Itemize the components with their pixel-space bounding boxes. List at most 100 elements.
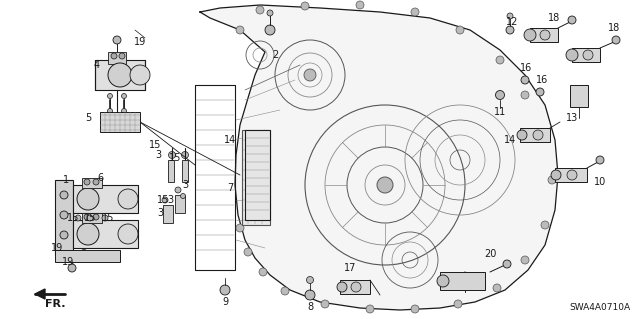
Bar: [340, 280, 370, 294]
Circle shape: [74, 236, 81, 243]
Circle shape: [108, 108, 113, 114]
Text: 15: 15: [157, 195, 169, 205]
Text: 2: 2: [272, 50, 278, 60]
Circle shape: [567, 170, 577, 180]
Circle shape: [541, 221, 549, 229]
Circle shape: [60, 211, 68, 219]
Circle shape: [60, 191, 68, 199]
Text: 8: 8: [307, 302, 313, 312]
Bar: [530, 28, 558, 42]
Text: SWA4A0710A: SWA4A0710A: [570, 303, 630, 313]
Circle shape: [521, 256, 529, 264]
Circle shape: [118, 189, 138, 209]
Circle shape: [93, 214, 99, 220]
Bar: [108, 52, 126, 64]
Bar: [95, 60, 145, 90]
Circle shape: [77, 188, 99, 210]
Circle shape: [566, 49, 578, 61]
Circle shape: [68, 264, 76, 272]
Circle shape: [119, 53, 125, 59]
Circle shape: [304, 69, 316, 81]
Circle shape: [506, 26, 514, 34]
Circle shape: [307, 277, 314, 284]
Text: 12: 12: [506, 17, 518, 27]
Circle shape: [236, 224, 244, 232]
Text: 18: 18: [548, 13, 560, 23]
Circle shape: [87, 215, 93, 221]
Bar: [182, 160, 188, 182]
Text: 19: 19: [134, 37, 146, 47]
Circle shape: [108, 63, 132, 87]
Bar: [555, 168, 587, 182]
Circle shape: [175, 187, 181, 193]
Circle shape: [411, 8, 419, 16]
Circle shape: [305, 290, 315, 300]
Circle shape: [220, 285, 230, 295]
Bar: [100, 112, 140, 132]
Circle shape: [93, 179, 99, 185]
Text: 13: 13: [566, 113, 578, 123]
Circle shape: [541, 131, 549, 139]
Circle shape: [84, 179, 90, 185]
Circle shape: [113, 36, 121, 44]
Circle shape: [61, 251, 69, 259]
Circle shape: [524, 29, 536, 41]
Text: 16: 16: [536, 75, 548, 85]
Text: 4: 4: [94, 60, 100, 70]
Circle shape: [130, 65, 150, 85]
Circle shape: [108, 93, 113, 99]
Text: 19: 19: [62, 257, 74, 267]
Text: 17: 17: [344, 263, 356, 273]
Text: 5: 5: [85, 113, 91, 123]
Text: 15: 15: [169, 153, 181, 163]
Circle shape: [437, 275, 449, 287]
Circle shape: [75, 215, 81, 221]
Circle shape: [503, 260, 511, 268]
Text: 15: 15: [102, 213, 114, 223]
Text: 19: 19: [51, 243, 63, 253]
Circle shape: [162, 197, 168, 203]
Circle shape: [536, 88, 544, 96]
Circle shape: [411, 305, 419, 313]
Text: 3: 3: [157, 208, 163, 218]
Bar: [82, 213, 102, 223]
Bar: [55, 180, 73, 255]
Text: FR.: FR.: [45, 299, 65, 309]
Circle shape: [256, 6, 264, 14]
Circle shape: [168, 152, 175, 159]
Circle shape: [496, 56, 504, 64]
Text: 15: 15: [149, 140, 161, 150]
Circle shape: [60, 231, 68, 239]
Circle shape: [122, 93, 127, 99]
Text: 15: 15: [67, 213, 79, 223]
Bar: [245, 130, 270, 220]
Polygon shape: [200, 5, 558, 310]
Circle shape: [583, 50, 593, 60]
Circle shape: [377, 177, 393, 193]
Circle shape: [517, 130, 527, 140]
Text: 14: 14: [504, 135, 516, 145]
Circle shape: [540, 30, 550, 40]
Circle shape: [111, 53, 117, 59]
Bar: [82, 178, 102, 188]
Circle shape: [366, 305, 374, 313]
Bar: [73, 185, 138, 213]
Circle shape: [456, 26, 464, 34]
Circle shape: [182, 152, 189, 159]
Text: 3: 3: [167, 195, 173, 205]
Circle shape: [81, 249, 88, 256]
Text: 7: 7: [227, 183, 233, 193]
Circle shape: [548, 176, 556, 184]
Text: 1: 1: [63, 175, 69, 185]
Text: 10: 10: [594, 177, 606, 187]
Circle shape: [281, 287, 289, 295]
Circle shape: [102, 215, 108, 221]
Circle shape: [267, 10, 273, 16]
Polygon shape: [35, 289, 45, 299]
Bar: [520, 128, 550, 142]
Circle shape: [337, 282, 347, 292]
Bar: [440, 272, 485, 290]
Bar: [572, 48, 600, 62]
Bar: [175, 195, 185, 213]
Text: 16: 16: [520, 63, 532, 73]
